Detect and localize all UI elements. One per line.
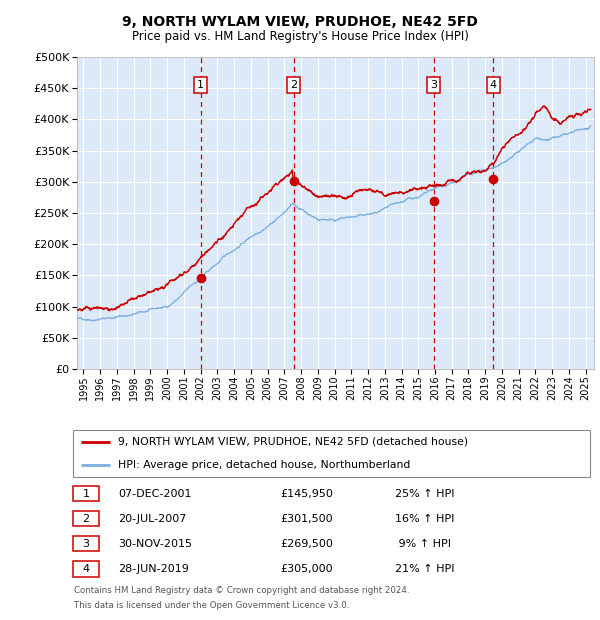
Bar xyxy=(73,512,98,526)
Text: £305,000: £305,000 xyxy=(280,564,333,574)
Text: 3: 3 xyxy=(82,539,89,549)
Text: HPI: Average price, detached house, Northumberland: HPI: Average price, detached house, Nort… xyxy=(118,460,410,470)
Text: 2: 2 xyxy=(290,80,297,90)
Text: 1: 1 xyxy=(197,80,204,90)
Text: 30-NOV-2015: 30-NOV-2015 xyxy=(118,539,192,549)
Text: 1: 1 xyxy=(82,489,89,498)
Text: 9, NORTH WYLAM VIEW, PRUDHOE, NE42 5FD (detached house): 9, NORTH WYLAM VIEW, PRUDHOE, NE42 5FD (… xyxy=(118,436,468,446)
Text: 28-JUN-2019: 28-JUN-2019 xyxy=(118,564,189,574)
Text: 9, NORTH WYLAM VIEW, PRUDHOE, NE42 5FD: 9, NORTH WYLAM VIEW, PRUDHOE, NE42 5FD xyxy=(122,16,478,30)
Text: Contains HM Land Registry data © Crown copyright and database right 2024.: Contains HM Land Registry data © Crown c… xyxy=(74,586,409,595)
Bar xyxy=(73,536,98,551)
Text: Price paid vs. HM Land Registry's House Price Index (HPI): Price paid vs. HM Land Registry's House … xyxy=(131,30,469,43)
Text: £269,500: £269,500 xyxy=(280,539,333,549)
Text: 2: 2 xyxy=(82,514,89,524)
Text: 4: 4 xyxy=(82,564,89,574)
Text: 20-JUL-2007: 20-JUL-2007 xyxy=(118,514,186,524)
Bar xyxy=(73,562,98,577)
Text: 9% ↑ HPI: 9% ↑ HPI xyxy=(395,539,451,549)
Text: 07-DEC-2001: 07-DEC-2001 xyxy=(118,489,191,498)
Text: This data is licensed under the Open Government Licence v3.0.: This data is licensed under the Open Gov… xyxy=(74,601,349,611)
Text: £301,500: £301,500 xyxy=(280,514,333,524)
Text: 21% ↑ HPI: 21% ↑ HPI xyxy=(395,564,455,574)
Bar xyxy=(73,486,98,501)
Text: 4: 4 xyxy=(490,80,497,90)
Text: £145,950: £145,950 xyxy=(280,489,333,498)
Text: 25% ↑ HPI: 25% ↑ HPI xyxy=(395,489,455,498)
Text: 3: 3 xyxy=(430,80,437,90)
Text: 16% ↑ HPI: 16% ↑ HPI xyxy=(395,514,455,524)
